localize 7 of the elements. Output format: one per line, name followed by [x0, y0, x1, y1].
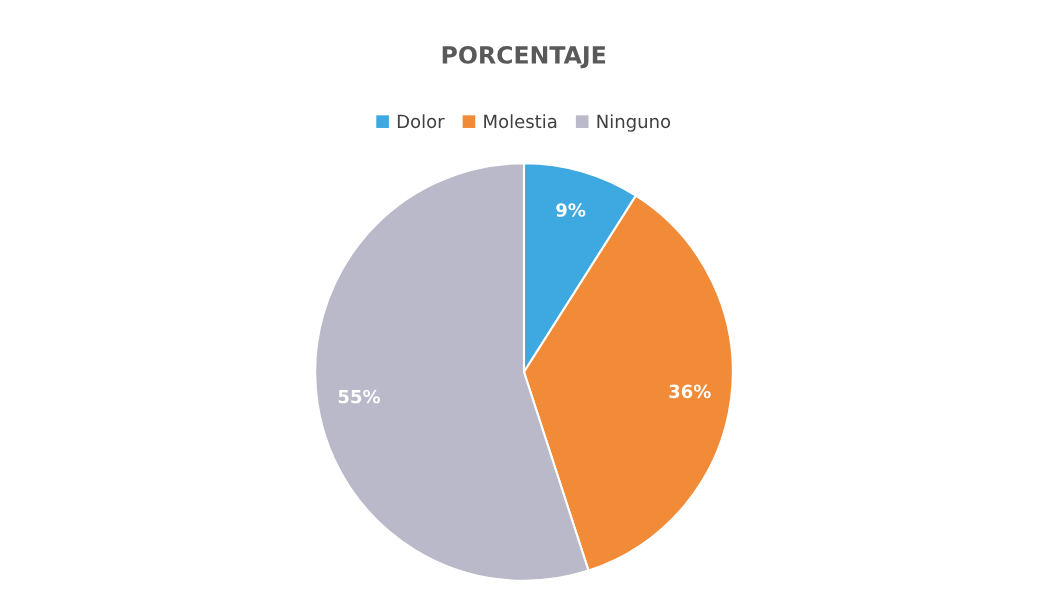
chart-title: PORCENTAJE: [442, 45, 606, 69]
legend-label: Dolor: [397, 114, 445, 129]
data-label: 55%: [338, 389, 381, 404]
data-label: 36%: [669, 384, 711, 399]
data-label: 9%: [556, 203, 586, 217]
legend-label: Ninguno: [597, 114, 671, 132]
legend-label: Molestia: [484, 114, 557, 129]
